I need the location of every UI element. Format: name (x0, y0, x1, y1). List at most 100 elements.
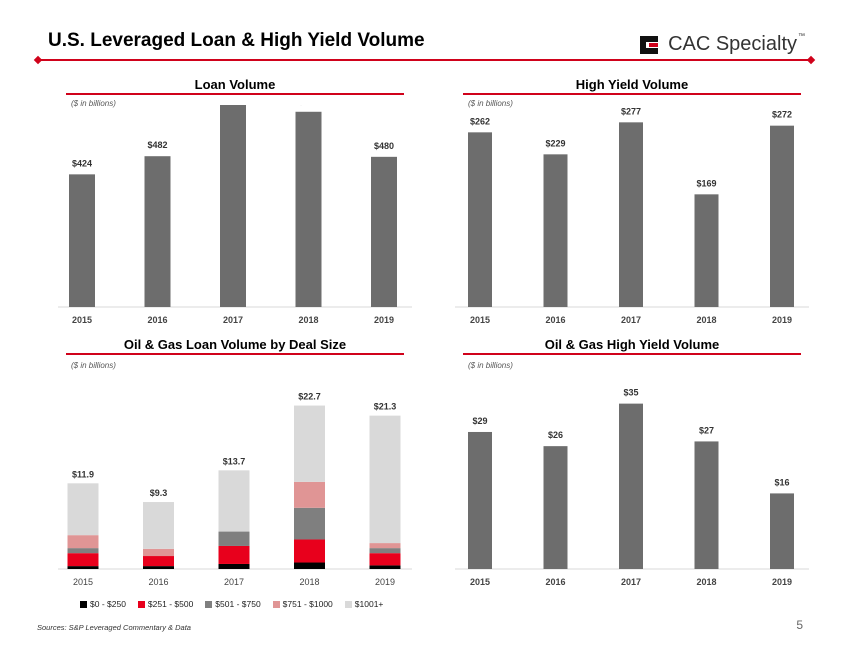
bar-segment-2015-4 (67, 483, 99, 536)
panel-title-high-yield-volume: High Yield Volume (575, 77, 689, 92)
bar-segment-2016-4 (143, 502, 174, 549)
legend-item-1001-plus: $1001+ (344, 599, 383, 609)
brand-logo: CAC Specialty™ (638, 33, 805, 56)
bar-segment-2019-1 (369, 553, 401, 566)
legend-swatch (272, 600, 280, 608)
bar-segment-2018-4 (294, 405, 325, 482)
x-tick-2016: 2016 (545, 315, 565, 325)
total-label-2016: $9.3 (150, 488, 168, 498)
x-tick-2018: 2018 (696, 577, 716, 587)
bar-segment-2019-2 (369, 548, 401, 554)
bar-2019 (371, 156, 397, 307)
unit-note-oil-gas-high-yield-volume: ($ in billions) (468, 361, 513, 370)
legend-swatch (80, 600, 87, 608)
bar-segment-2017-2 (218, 531, 250, 546)
x-tick-2018: 2018 (298, 315, 318, 325)
data-label-2016: $26 (548, 430, 563, 440)
bar-segment-2016-1 (143, 556, 174, 567)
bar-2017 (220, 105, 246, 308)
panel-rule-loan-volume (66, 93, 404, 95)
title-divider (38, 59, 811, 61)
bar-2015 (468, 431, 492, 569)
bar-segment-2015-2 (67, 548, 99, 554)
unit-note-oil-gas-loan-volume: ($ in billions) (71, 361, 116, 370)
bar-2015 (468, 132, 492, 307)
x-tick-2015: 2015 (73, 577, 93, 587)
x-tick-2017: 2017 (621, 315, 641, 325)
legend-item-251-500: $251 - $500 (137, 599, 193, 609)
x-tick-2018: 2018 (299, 577, 319, 587)
data-label-2015: $262 (470, 116, 490, 126)
unit-note-loan-volume: ($ in billions) (71, 99, 116, 108)
panel-rule-oil-gas-loan-volume (66, 353, 404, 355)
bar-segment-2019-0 (369, 565, 401, 569)
unit-note-high-yield-volume: ($ in billions) (468, 99, 513, 108)
bar-2017 (619, 403, 643, 569)
bar-segment-2015-0 (67, 566, 99, 569)
bar-segment-2015-3 (67, 535, 99, 549)
panel-rule-oil-gas-high-yield-volume (463, 353, 801, 355)
x-tick-2019: 2019 (375, 577, 395, 587)
data-label-2016: $482 (147, 140, 167, 150)
x-tick-2017: 2017 (621, 577, 641, 587)
bar-segment-2017-0 (218, 563, 250, 569)
x-tick-2015: 2015 (470, 315, 490, 325)
panel-title-oil-gas-high-yield-volume: Oil & Gas High Yield Volume (544, 337, 720, 352)
data-label-2018: $624 (298, 105, 318, 106)
chart-high-yield-volume: $262 2015 $229 2016 $277 2017 $169 2018 $272 2019 (455, 106, 809, 325)
panel-title-oil-gas-loan-volume: Oil & Gas Loan Volume by Deal Size (123, 337, 347, 352)
bar-2018 (694, 194, 719, 307)
data-label-2016: $229 (545, 138, 565, 148)
total-label-2017: $13.7 (223, 456, 246, 466)
bar-2018 (295, 111, 322, 307)
bar-segment-2018-1 (294, 539, 325, 563)
x-tick-2017: 2017 (223, 315, 243, 325)
bar-2016 (543, 154, 568, 307)
bar-2019 (770, 493, 794, 569)
total-label-2015: $11.9 (72, 469, 94, 479)
bar-segment-2017-1 (218, 545, 250, 564)
page-number: 5 (796, 618, 803, 632)
bar-2018 (694, 441, 719, 569)
data-label-2018: $27 (699, 425, 714, 435)
data-label-2017: $277 (621, 106, 641, 116)
panel-title-loan-volume: Loan Volume (194, 77, 276, 92)
bar-segment-2019-4 (369, 415, 401, 544)
x-tick-2016: 2016 (545, 577, 565, 587)
cac-logo-icon (640, 35, 659, 54)
total-label-2019: $21.3 (374, 402, 397, 412)
x-tick-2015: 2015 (72, 315, 92, 325)
divider-left-dot (33, 55, 43, 65)
x-tick-2017: 2017 (224, 577, 244, 587)
chart-oil-gas-high-yield-volume: $29 2015 $26 2016 $35 2017 $27 2018 $16 2019 (455, 388, 809, 587)
bar-2015 (69, 174, 95, 307)
legend-item-501-750: $501 - $750 (205, 599, 261, 609)
bar-segment-2019-3 (369, 543, 401, 549)
data-label-2018: $169 (696, 178, 716, 188)
bar-segment-2017-4 (218, 470, 250, 532)
x-tick-2019: 2019 (374, 315, 394, 325)
x-tick-2019: 2019 (772, 315, 792, 325)
bar-segment-2015-1 (67, 553, 99, 567)
data-label-2019: $16 (774, 477, 789, 487)
x-tick-2018: 2018 (696, 315, 716, 325)
x-tick-2016: 2016 (148, 577, 168, 587)
chart-oil-gas-loan-volume: $11.9 2015 $9.3 2016 $13.7 2017 $22.7 2018 $21.3… (58, 392, 412, 587)
bar-segment-2018-0 (294, 562, 325, 569)
bar-2017 (619, 122, 643, 307)
bar-segment-2016-3 (143, 548, 174, 557)
bar-segment-2018-3 (294, 481, 325, 508)
legend-item-751-1000: $751 - $1000 (272, 599, 333, 609)
x-tick-2016: 2016 (147, 315, 167, 325)
data-label-2019: $480 (374, 141, 394, 151)
data-label-2015: $424 (72, 158, 92, 168)
data-label-2019: $272 (772, 110, 792, 120)
sources-note: Sources: S&P Leveraged Commentary & Data (37, 623, 191, 632)
legend-swatch (344, 600, 352, 608)
bar-2019 (770, 125, 794, 308)
legend-swatch (137, 600, 145, 608)
data-label-2015: $29 (472, 416, 487, 426)
legend-swatch (205, 600, 213, 608)
legend-item-0-250: $0 - $250 (80, 599, 126, 609)
